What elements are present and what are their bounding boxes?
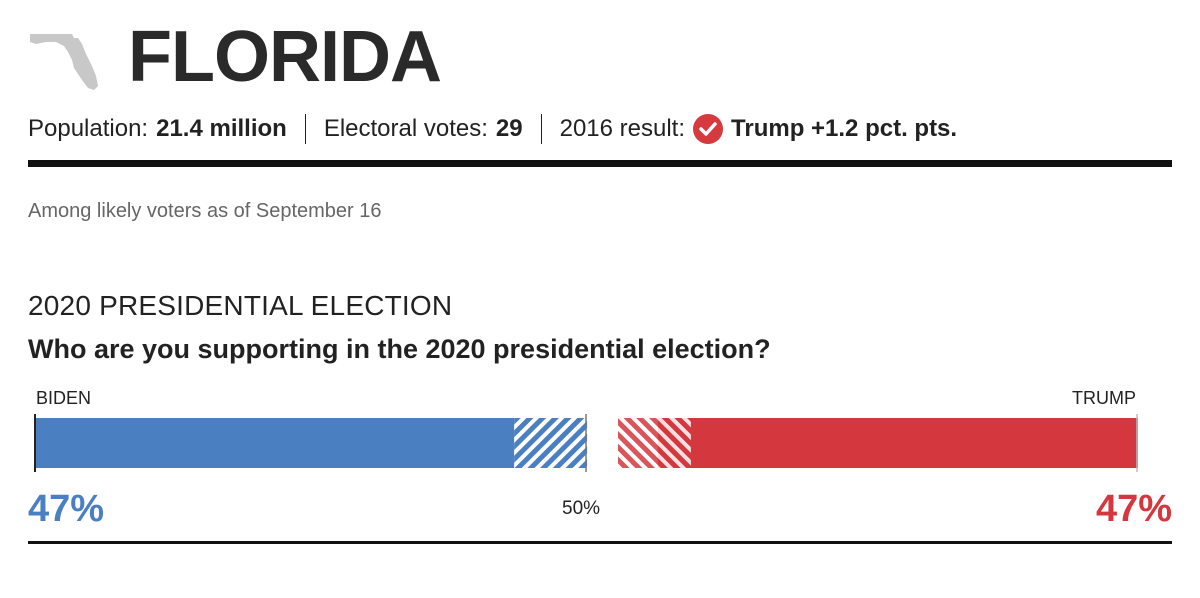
footer-rule <box>28 541 1172 544</box>
section-title: 2020 PRESIDENTIAL ELECTION <box>28 290 453 321</box>
midpoint-label: 50% <box>562 498 601 519</box>
divider <box>540 114 542 144</box>
state-facts: Population: 21.4 million Electoral votes… <box>28 112 957 146</box>
population-fact: Population: 21.4 million <box>28 115 287 143</box>
trump-label: TRUMP <box>1072 388 1136 408</box>
poll-bar-svg <box>34 414 1138 472</box>
biden-bar <box>34 418 515 468</box>
electoral-label: Electoral votes: <box>323 115 488 142</box>
poll-bar-chart <box>34 414 1138 472</box>
biden-error-band <box>514 418 588 468</box>
trump-bar <box>657 418 1138 468</box>
result-label: 2016 result: <box>559 115 686 142</box>
trump-error-band <box>618 418 691 468</box>
biden-label: BIDEN <box>36 388 92 408</box>
state-title: FLORIDA <box>128 17 442 97</box>
checkmark-icon <box>693 114 724 144</box>
divider <box>304 114 306 144</box>
result-value: Trump +1.2 pct. pts. <box>731 115 958 142</box>
population-label: Population: <box>28 115 149 142</box>
biden-value-label: 47% <box>28 488 105 530</box>
population-value: 21.4 million <box>156 115 287 142</box>
electoral-value: 29 <box>495 115 523 142</box>
sample-note: Among likely voters as of September 16 <box>28 200 382 222</box>
header-rule <box>28 160 1172 167</box>
florida-map-icon <box>30 34 98 90</box>
trump-value-label: 47% <box>1095 488 1172 530</box>
electoral-fact: Electoral votes: 29 <box>324 115 523 143</box>
result-fact: 2016 result: Trump +1.2 pct. pts. <box>560 114 957 144</box>
question-text: Who are you supporting in the 2020 presi… <box>28 334 771 364</box>
